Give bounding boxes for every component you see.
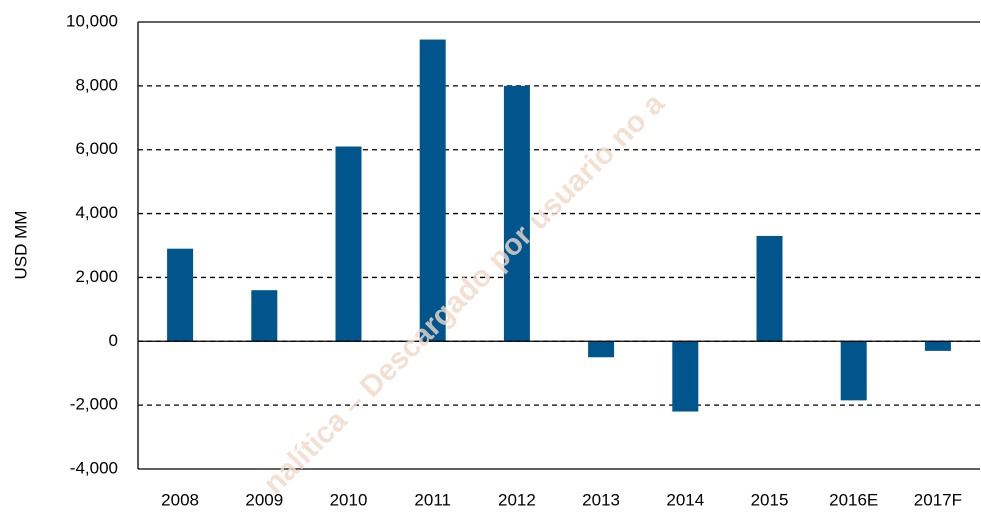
x-tick-label: 2008: [161, 490, 199, 509]
bar: [503, 85, 530, 342]
y-tick-label: -4,000: [70, 458, 118, 477]
bar: [672, 341, 699, 412]
bar: [756, 235, 783, 342]
x-tick-label: 2017F: [914, 490, 962, 509]
y-tick-label: 10,000: [66, 11, 118, 30]
x-tick-label: 2016E: [829, 490, 878, 509]
x-tick-label: 2011: [414, 490, 451, 509]
watermark: nalítica – Descargado por usuario no a: [257, 87, 671, 501]
bar: [419, 39, 446, 342]
x-tick-label: 2009: [245, 490, 283, 509]
bar: [588, 341, 615, 358]
x-tick-label: 2014: [666, 490, 704, 509]
bar: [840, 341, 867, 401]
bar: [335, 146, 362, 342]
x-tick-label: 2015: [751, 490, 789, 509]
y-tick-label: 8,000: [75, 75, 118, 94]
y-tick-label: 6,000: [75, 139, 118, 158]
y-tick-label: -2,000: [70, 395, 118, 414]
x-tick-label: 2013: [582, 490, 620, 509]
x-tick-label: 2012: [498, 490, 536, 509]
bar: [167, 248, 194, 342]
y-tick-label: 2,000: [75, 267, 118, 286]
bar: [251, 290, 278, 342]
y-axis-label: USD MM: [11, 211, 30, 280]
x-tick-label: 2010: [330, 490, 368, 509]
y-tick-label: 0: [109, 331, 118, 350]
bar: [924, 341, 951, 351]
y-tick-label: 4,000: [75, 203, 118, 222]
